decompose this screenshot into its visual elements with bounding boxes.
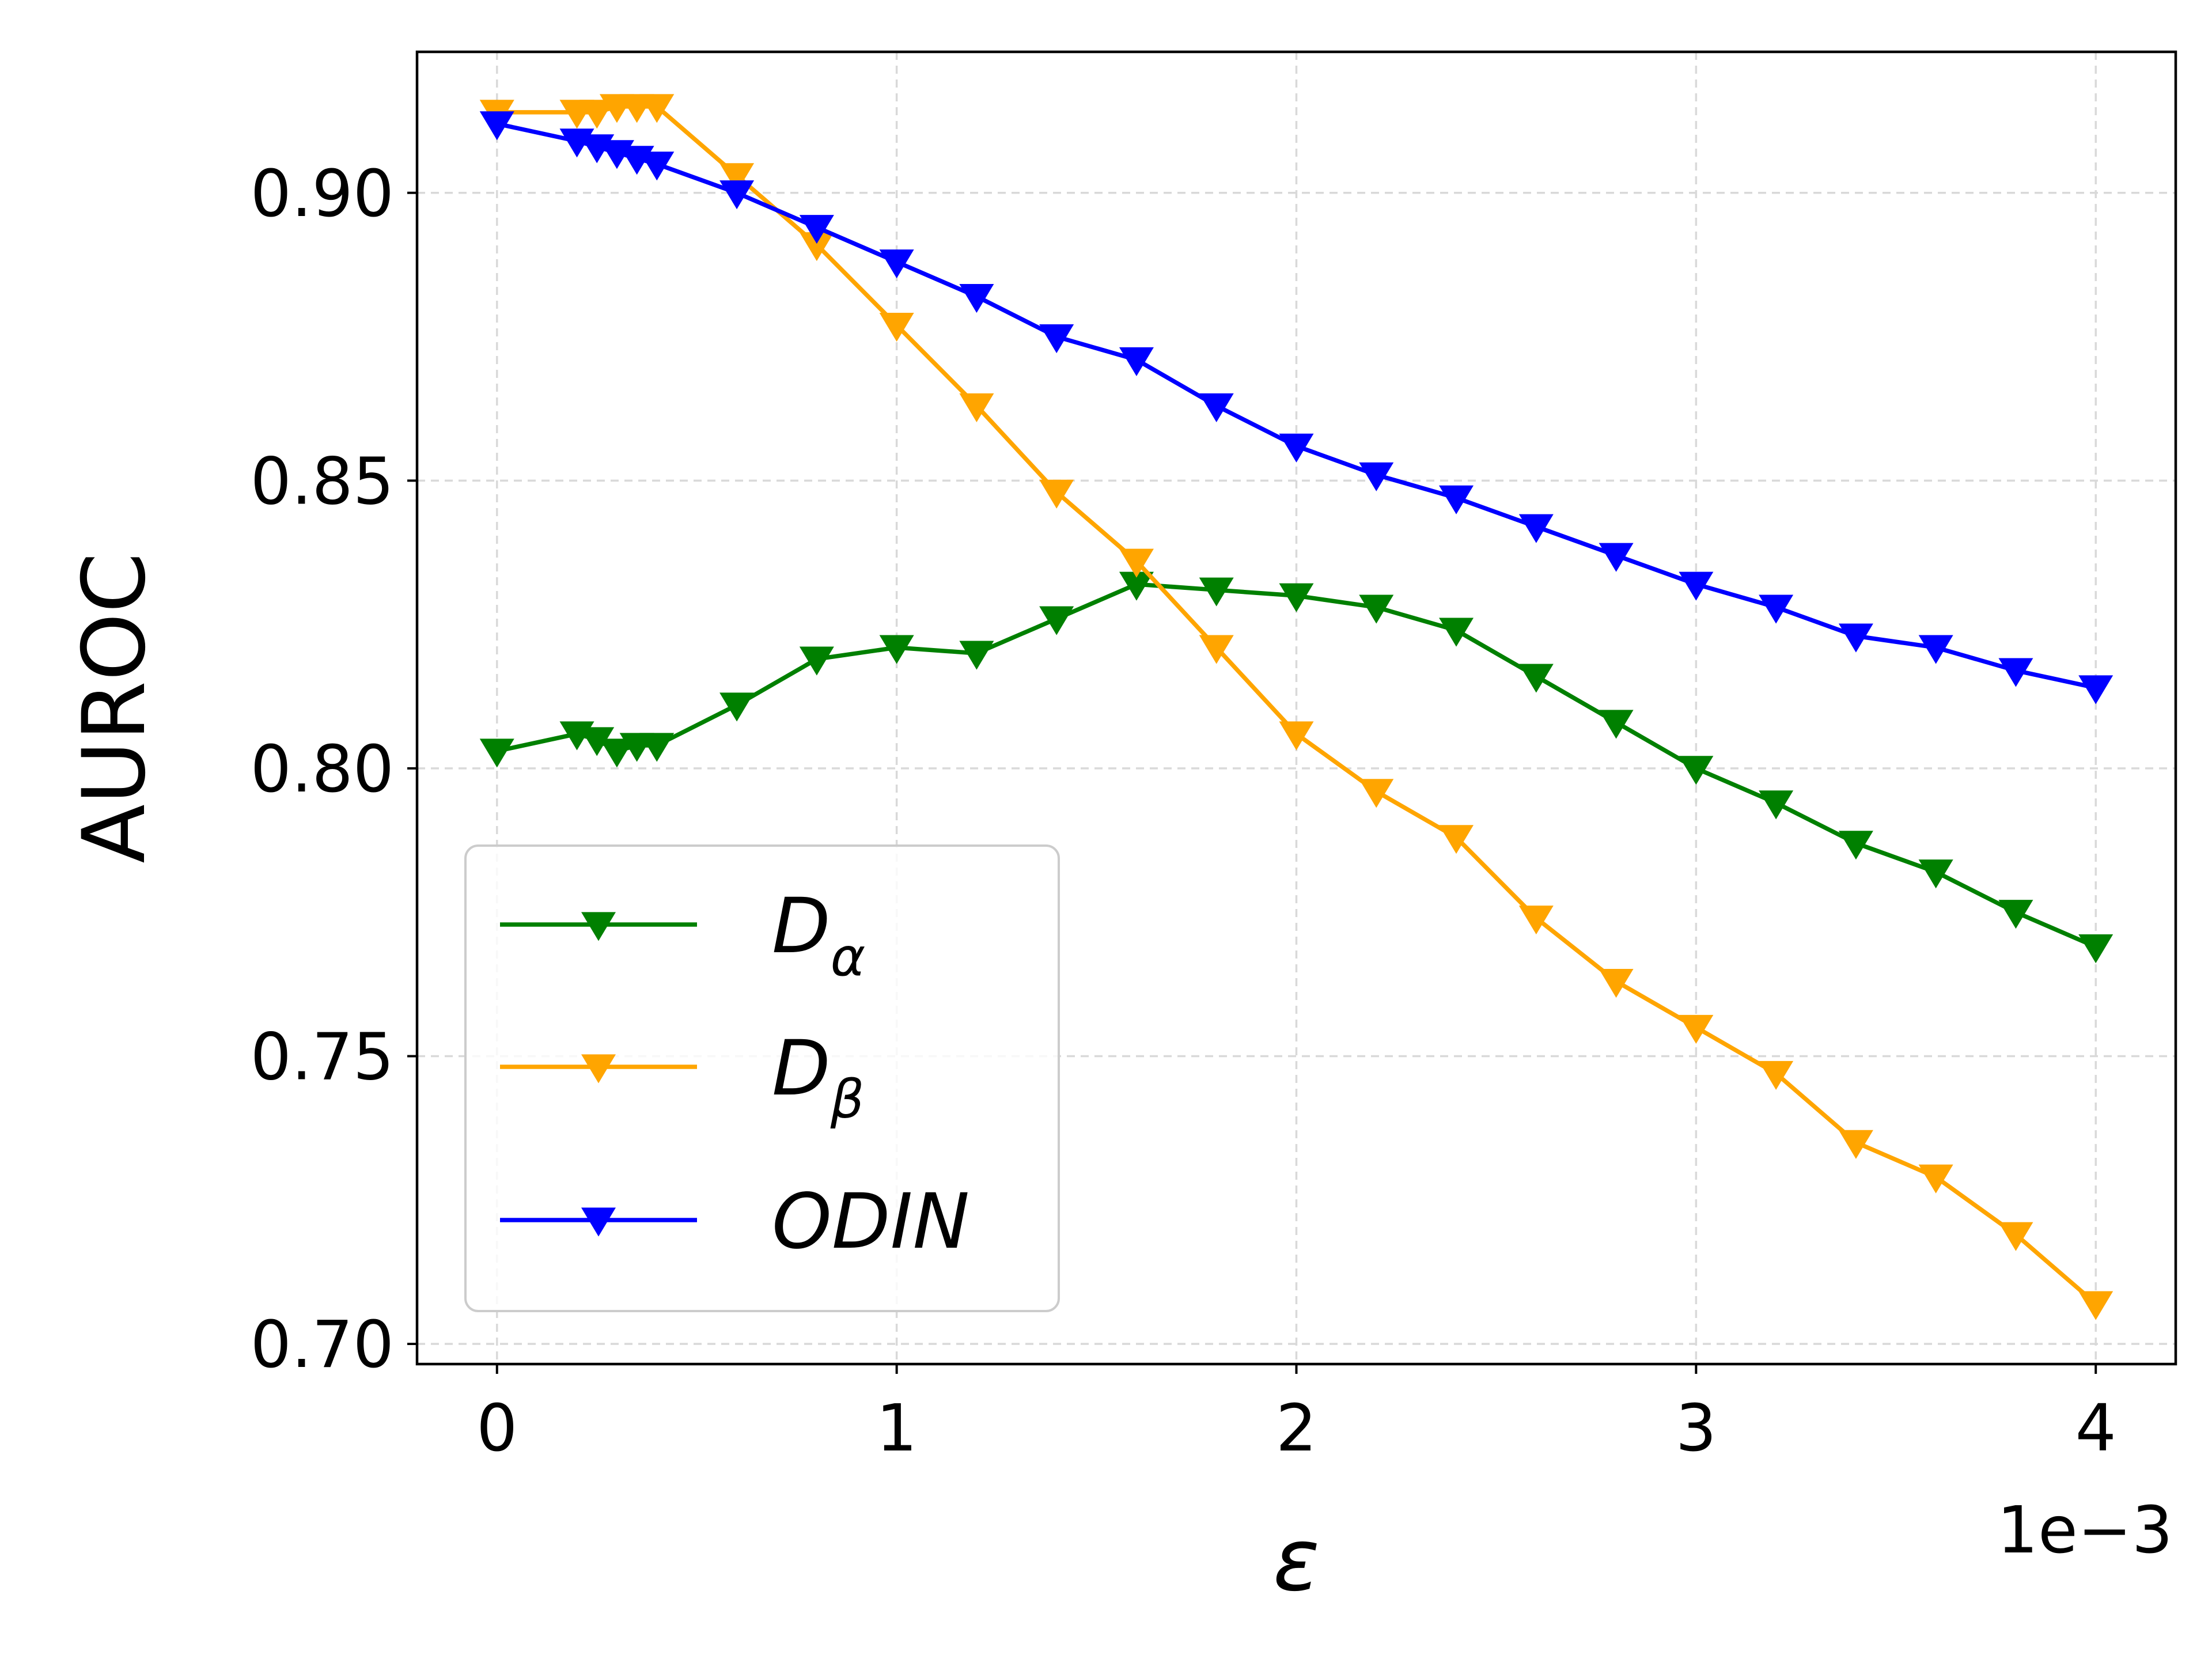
data-point xyxy=(1998,1222,2033,1251)
y-tick-label: 0.90 xyxy=(251,157,394,232)
data-point xyxy=(1359,594,1394,624)
x-axis-title: ε xyxy=(1273,1510,1320,1611)
data-point xyxy=(1518,664,1554,693)
data-point xyxy=(1439,825,1474,854)
data-point xyxy=(479,738,514,768)
data-point xyxy=(479,111,514,141)
data-point xyxy=(1679,571,1714,601)
data-point xyxy=(1518,514,1554,543)
legend-label: ODIN xyxy=(772,1177,969,1266)
legend-label: Dβ xyxy=(772,1024,864,1130)
data-point xyxy=(719,692,755,722)
data-point xyxy=(1199,577,1234,607)
data-point xyxy=(1759,1060,1794,1090)
data-point xyxy=(1759,594,1794,624)
data-series xyxy=(479,94,2113,1320)
data-point xyxy=(1599,968,1634,998)
x-tick-label: 1 xyxy=(876,1391,917,1466)
y-axis-title: AUROC xyxy=(65,552,165,863)
data-point xyxy=(639,94,675,123)
x-tick-label: 2 xyxy=(1276,1391,1317,1466)
legend-marker xyxy=(581,1054,616,1084)
data-point xyxy=(1199,635,1234,664)
data-point xyxy=(879,312,914,342)
data-point xyxy=(1599,710,1634,739)
data-point xyxy=(719,163,755,192)
data-point xyxy=(1439,618,1474,647)
series-d-0 xyxy=(479,571,2113,964)
data-point xyxy=(1838,1130,1873,1159)
data-point xyxy=(1518,906,1554,935)
data-point xyxy=(799,646,834,676)
legend-box xyxy=(464,844,1060,1312)
data-point xyxy=(579,100,615,129)
y-tick-label: 0.85 xyxy=(251,444,394,519)
data-point xyxy=(1359,779,1394,808)
data-point xyxy=(599,738,634,768)
data-point xyxy=(1039,479,1074,509)
data-point xyxy=(1359,462,1394,491)
data-point xyxy=(879,249,914,279)
data-point xyxy=(579,727,615,756)
y-tick-label: 0.80 xyxy=(251,732,394,807)
data-point xyxy=(1279,583,1314,612)
data-point xyxy=(799,215,834,244)
data-point xyxy=(1439,485,1474,514)
data-point xyxy=(1838,831,1873,860)
data-point xyxy=(959,393,994,422)
data-point xyxy=(719,180,755,210)
data-point xyxy=(1918,1164,1953,1194)
data-point xyxy=(1998,900,2033,929)
data-point xyxy=(1119,571,1154,601)
data-point xyxy=(2078,1291,2113,1320)
legend-entry: Dα xyxy=(500,882,865,988)
data-point xyxy=(1119,347,1154,377)
x-tick-label: 3 xyxy=(1676,1391,1717,1466)
data-point xyxy=(639,733,675,762)
legend-label: Dα xyxy=(772,882,865,988)
data-point xyxy=(799,232,834,262)
data-point xyxy=(1039,324,1074,354)
data-point xyxy=(2078,675,2113,704)
legend: Dα Dβ ODIN xyxy=(464,844,1060,1312)
data-point xyxy=(1599,543,1634,572)
data-point xyxy=(959,284,994,313)
legend-entry: Dβ xyxy=(500,1024,864,1130)
data-point xyxy=(1838,623,1873,653)
data-point xyxy=(639,151,675,181)
y-tick-label: 0.75 xyxy=(251,1020,394,1094)
legend-marker xyxy=(581,912,616,941)
data-point xyxy=(1679,756,1714,785)
y-tick-label: 0.70 xyxy=(251,1308,394,1382)
data-point xyxy=(2078,934,2113,964)
x-tick-label: 4 xyxy=(2075,1391,2116,1466)
x-tick-label: 0 xyxy=(476,1391,517,1466)
data-point xyxy=(1918,635,1953,664)
axis-ticks: 0 1 2 3 4 0.70 0.75 0.80 0.85 0.90 xyxy=(251,157,2116,1466)
data-point xyxy=(959,641,994,670)
legend-marker xyxy=(581,1207,616,1237)
data-point xyxy=(1279,433,1314,463)
legend-entry: ODIN xyxy=(500,1177,969,1266)
data-point xyxy=(1199,393,1234,422)
data-point xyxy=(1119,548,1154,578)
data-point xyxy=(1918,859,1953,889)
data-point xyxy=(1759,790,1794,820)
series-odin xyxy=(479,111,2113,704)
data-point xyxy=(1279,721,1314,751)
series-d-1 xyxy=(479,94,2113,1320)
x-axis-offset-label: 1e−3 xyxy=(1997,1493,2173,1568)
data-point xyxy=(879,635,914,664)
data-point xyxy=(1679,1014,1714,1044)
data-point xyxy=(1039,606,1074,635)
data-point xyxy=(1998,658,2033,687)
